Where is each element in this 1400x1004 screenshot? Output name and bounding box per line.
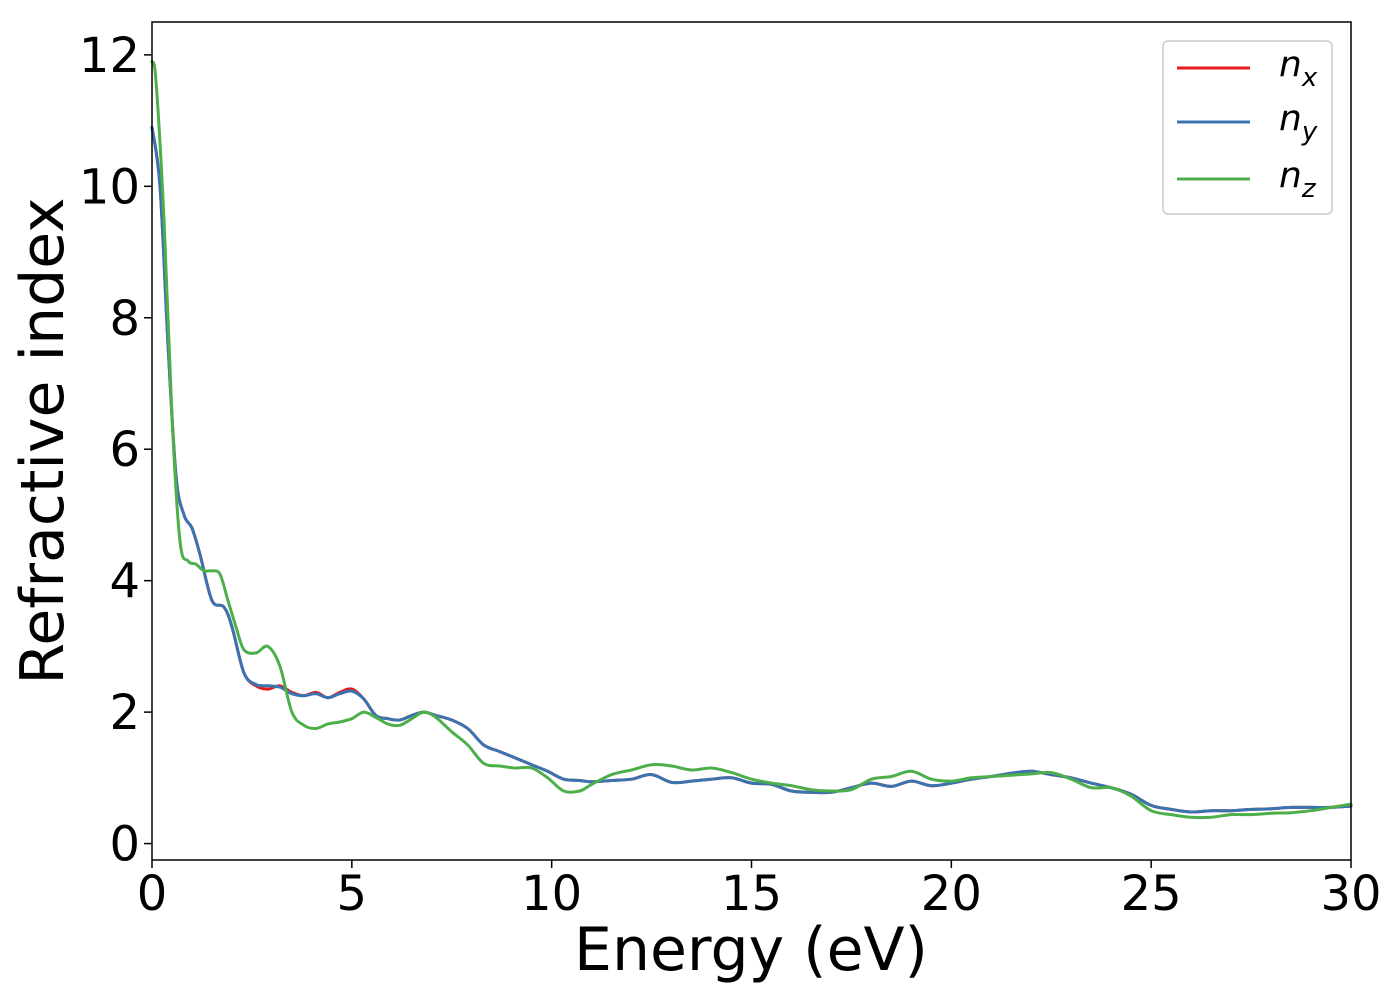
x-tick-label: 25 bbox=[1121, 866, 1182, 922]
legend-label-y: ny bbox=[1279, 98, 1318, 147]
y-tick-label: 8 bbox=[109, 291, 140, 347]
x-axis-title: Energy (eV) bbox=[574, 915, 928, 985]
x-tick-label: 20 bbox=[921, 866, 982, 922]
legend: nx ny nz bbox=[1162, 40, 1333, 215]
x-tick-label: 0 bbox=[137, 866, 168, 922]
legend-label-z: nz bbox=[1279, 155, 1317, 204]
y-tick-label: 0 bbox=[109, 817, 140, 873]
x-tick-label: 10 bbox=[521, 866, 582, 922]
y-tick-label: 10 bbox=[79, 159, 140, 215]
y-tick-label: 2 bbox=[109, 685, 140, 741]
y-tick-label: 6 bbox=[109, 422, 140, 478]
x-tick-label: 30 bbox=[1320, 866, 1381, 922]
series-line-z bbox=[150, 59, 1353, 820]
x-tick-label: 15 bbox=[721, 866, 782, 922]
series-line-x bbox=[150, 125, 1353, 814]
y-axis-title: Refractive index bbox=[8, 197, 78, 684]
legend-box bbox=[1162, 40, 1333, 215]
legend-label-x: nx bbox=[1279, 44, 1318, 93]
axis-ticks: 0 5 10 15 20 25 30 0 2 4 6 8 10 12 bbox=[79, 28, 1382, 922]
y-tick-label: 12 bbox=[79, 28, 140, 84]
y-tick-label: 4 bbox=[109, 554, 140, 610]
series-line-y bbox=[150, 125, 1353, 814]
series-lines bbox=[150, 59, 1353, 820]
x-tick-label: 5 bbox=[337, 866, 368, 922]
